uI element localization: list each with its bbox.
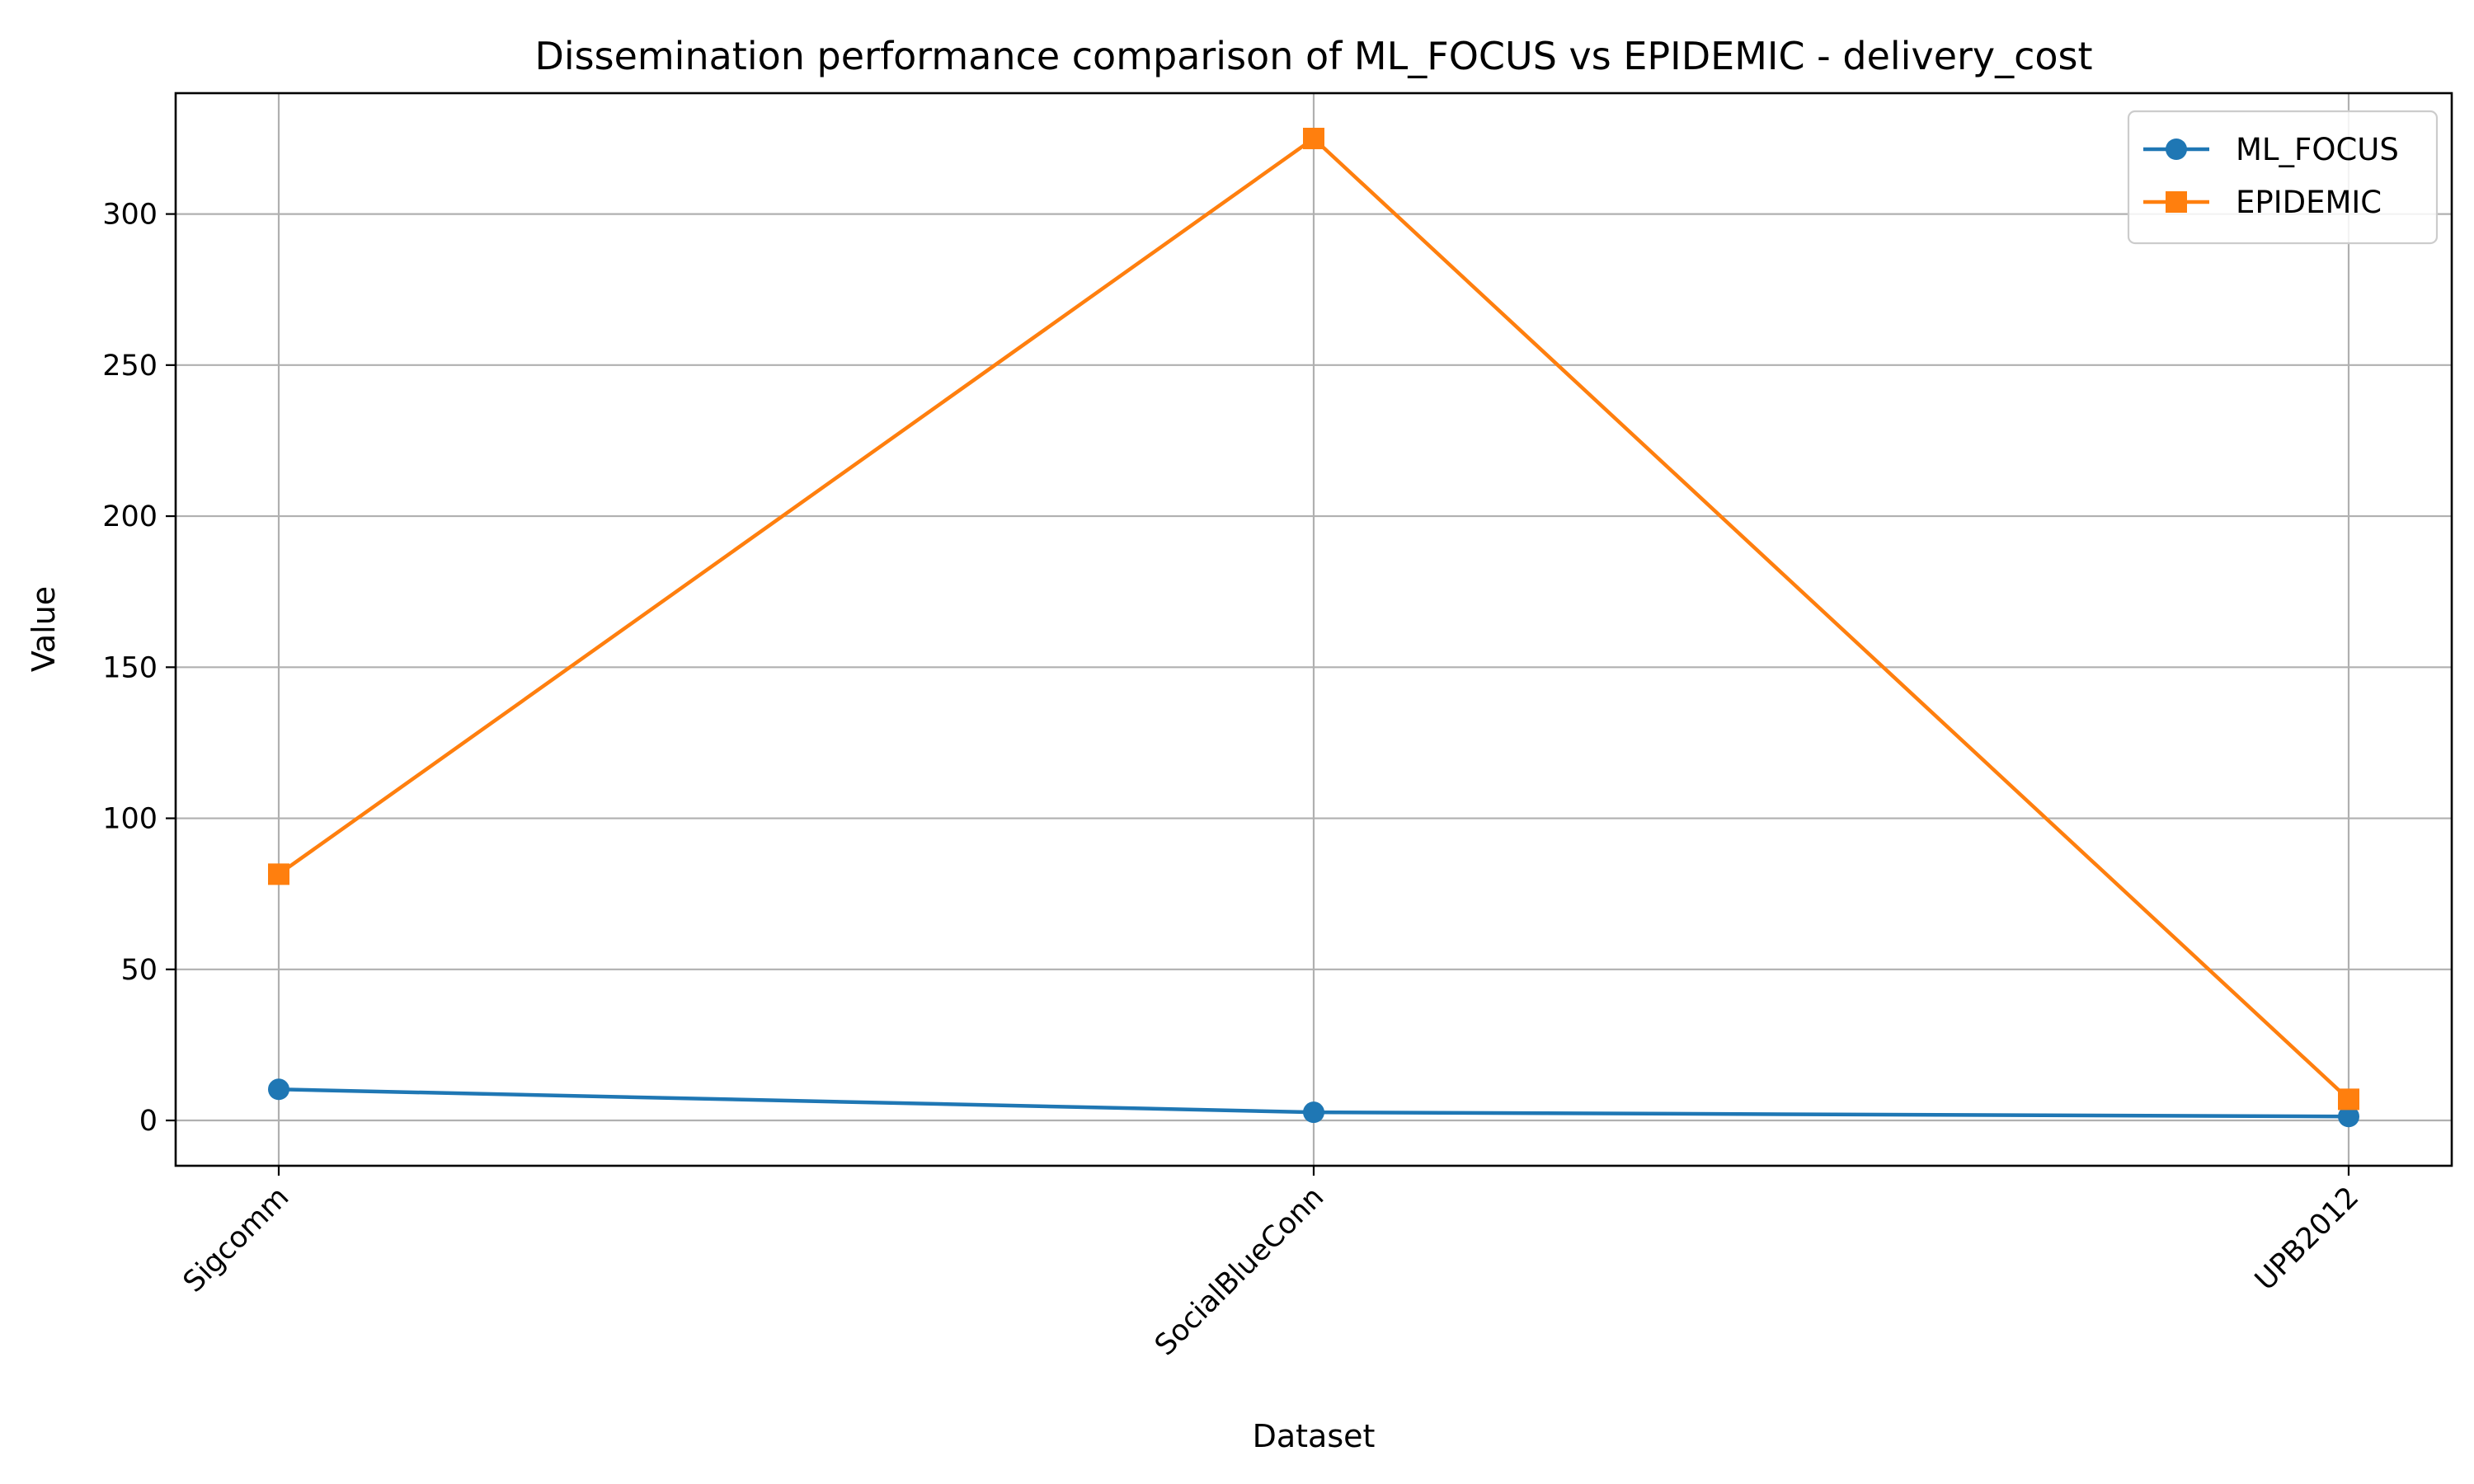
data-point-ml-focus: [2338, 1106, 2359, 1128]
y-tick-label: 150: [102, 651, 158, 684]
data-point-epidemic: [268, 863, 289, 885]
y-axis-label: Value: [26, 586, 62, 672]
legend: ML_FOCUS EPIDEMIC: [2127, 110, 2439, 245]
data-point-epidemic: [1303, 127, 1324, 149]
data-point-epidemic: [2338, 1088, 2359, 1111]
y-tick-label: 0: [139, 1105, 158, 1138]
legend-label: ML_FOCUS: [2236, 132, 2399, 167]
series-layer: [268, 127, 2359, 1128]
grid-lines: [176, 93, 2452, 1166]
chart-title: Dissemination performance comparison of …: [534, 34, 2092, 78]
legend-marker: [2166, 139, 2187, 160]
data-point-ml-focus: [268, 1078, 289, 1101]
y-tick-label: 250: [102, 350, 158, 383]
legend-marker: [2166, 191, 2187, 213]
legend-label: EPIDEMIC: [2236, 185, 2382, 220]
y-tick-label: 50: [120, 954, 158, 987]
data-point-ml-focus: [1303, 1101, 1324, 1124]
y-tick-label: 200: [102, 500, 158, 533]
y-tick-label: 300: [102, 199, 158, 232]
y-tick-label: 100: [102, 803, 158, 836]
x-axis-label: Dataset: [1253, 1418, 1376, 1454]
legend-box: [2127, 110, 2439, 245]
